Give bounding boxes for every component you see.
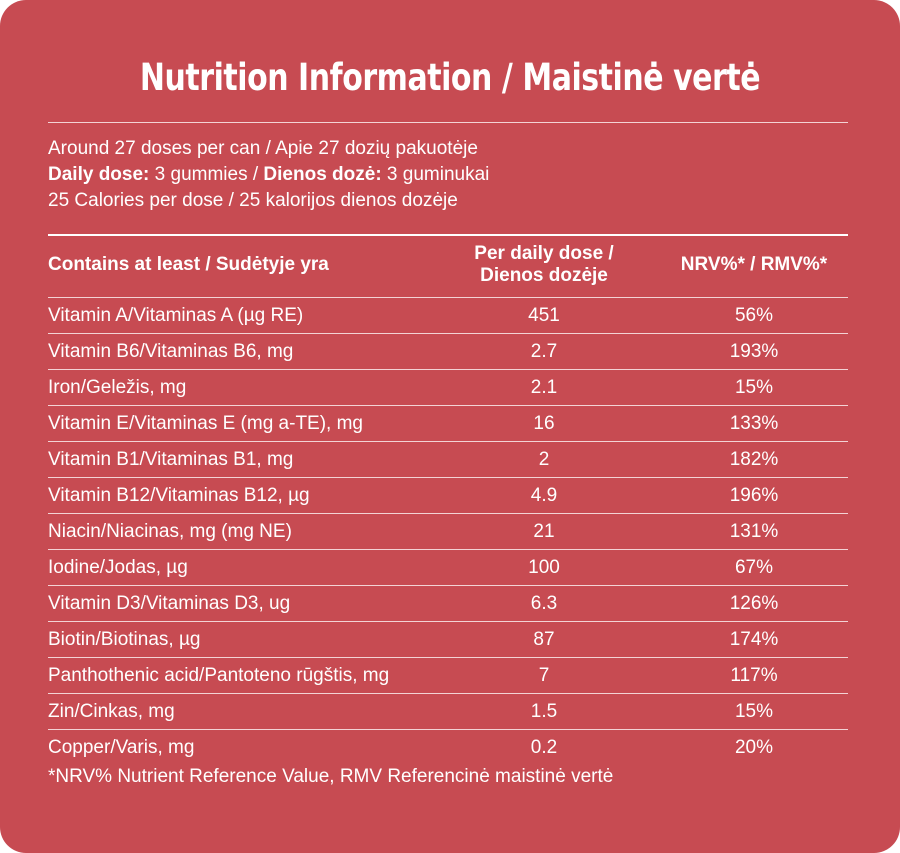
nrv-percent: 193% bbox=[729, 341, 779, 362]
daily-dose-label-lt: Dienos dozė: bbox=[263, 164, 382, 185]
intro-block: Around 27 doses per can / Apie 27 dozių … bbox=[48, 136, 848, 214]
nrv-percent: 15% bbox=[734, 377, 774, 398]
nrv-percent: 67% bbox=[734, 557, 774, 578]
nrv-percent: 174% bbox=[729, 629, 779, 650]
nutrient-name: Copper/Varis, mg bbox=[48, 737, 195, 758]
table-row: Panthothenic acid/Pantoteno rūgštis, mg 7… bbox=[48, 658, 848, 694]
nutrient-name: Vitamin D3/Vitaminas D3, ug bbox=[48, 593, 291, 614]
daily-dose-line: Daily dose: 3 gummies / Dienos dozė: 3 g… bbox=[48, 162, 848, 188]
nutrient-name: Panthothenic acid/Pantoteno rūgštis, mg bbox=[48, 665, 390, 686]
header-daily-dose: Per daily dose / Dienos dozėje bbox=[444, 243, 644, 287]
table-top-divider bbox=[48, 234, 848, 236]
daily-dose-value: 87 bbox=[533, 629, 555, 650]
table-row: Vitamin B12/Vitaminas B12, µg 4.9 196% bbox=[48, 478, 848, 514]
daily-dose-value: 2.7 bbox=[530, 341, 558, 362]
header-daily-dose-line2: Dienos dozėje bbox=[480, 265, 608, 286]
nrv-percent: 131% bbox=[729, 521, 779, 542]
nutrient-name: Zin/Cinkas, mg bbox=[48, 701, 175, 722]
table-row: Iron/Geležis, mg 2.1 15% bbox=[48, 370, 848, 406]
daily-dose-value: 21 bbox=[533, 521, 555, 542]
table-row: Vitamin E/Vitaminas E (mg a-TE), mg 16 133… bbox=[48, 406, 848, 442]
nrv-percent: 196% bbox=[729, 485, 779, 506]
nrv-percent: 133% bbox=[729, 413, 779, 434]
table-row: Biotin/Biotinas, µg 87 174% bbox=[48, 622, 848, 658]
nrv-percent: 126% bbox=[729, 593, 779, 614]
table-row: Niacin/Niacinas, mg (mg NE) 21 131% bbox=[48, 514, 848, 550]
nrv-percent: 20% bbox=[734, 737, 774, 758]
nutrient-name: Vitamin B6/Vitaminas B6, mg bbox=[48, 341, 294, 362]
nutrient-name: Niacin/Niacinas, mg (mg NE) bbox=[48, 521, 292, 542]
nrv-percent: 117% bbox=[730, 665, 778, 686]
daily-dose-value: 1.5 bbox=[530, 701, 558, 722]
table-row: Vitamin A/Vitaminas A (µg RE) 451 56% bbox=[48, 298, 848, 334]
nutrient-name: Iodine/Jodas, µg bbox=[48, 557, 188, 578]
doses-per-can: Around 27 doses per can / Apie 27 dozių … bbox=[48, 138, 478, 159]
daily-dose-value: 2.1 bbox=[530, 377, 558, 398]
calories-line: 25 Calories per dose / 25 kalorijos dien… bbox=[48, 190, 458, 211]
table-row: Vitamin D3/Vitaminas D3, ug 6.3 126% bbox=[48, 586, 848, 622]
table-row: Zin/Cinkas, mg 1.5 15% bbox=[48, 694, 848, 730]
header-daily-dose-line1: Per daily dose / bbox=[474, 243, 614, 264]
daily-dose-label-en: Daily dose: bbox=[48, 164, 150, 185]
daily-dose-value-en: 3 gummies / bbox=[149, 164, 264, 185]
page-title: Nutrition Information / Maistinė vertė bbox=[139, 56, 761, 99]
table-row: Iodine/Jodas, µg 100 67% bbox=[48, 550, 848, 586]
daily-dose-value: 7 bbox=[538, 665, 550, 686]
nutrient-name: Vitamin B1/Vitaminas B1, mg bbox=[48, 449, 294, 470]
daily-dose-value: 16 bbox=[533, 413, 555, 434]
daily-dose-value: 6.3 bbox=[530, 593, 558, 614]
daily-dose-value: 100 bbox=[528, 557, 560, 578]
title-divider bbox=[48, 122, 848, 123]
daily-dose-value: 451 bbox=[528, 305, 560, 326]
nutrient-name: Vitamin B12/Vitaminas B12, µg bbox=[48, 485, 310, 506]
table-row: Vitamin B1/Vitaminas B1, mg 2 182% bbox=[48, 442, 848, 478]
header-divider bbox=[48, 297, 848, 298]
header-nrv: NRV%* / RMV%* bbox=[680, 254, 828, 275]
nrv-percent: 56% bbox=[734, 305, 774, 326]
table-row: Copper/Varis, mg 0.2 20% bbox=[48, 730, 848, 765]
nrv-percent: 182% bbox=[729, 449, 779, 470]
nutrient-name: Vitamin E/Vitaminas E (mg a-TE), mg bbox=[48, 413, 364, 434]
nutrient-name: Iron/Geležis, mg bbox=[48, 377, 187, 398]
nrv-percent: 15% bbox=[734, 701, 774, 722]
table-row: Vitamin B6/Vitaminas B6, mg 2.7 193% bbox=[48, 334, 848, 370]
nutrient-name: Vitamin A/Vitaminas A (µg RE) bbox=[48, 305, 304, 326]
daily-dose-value: 0.2 bbox=[530, 737, 558, 758]
nutrient-name: Biotin/Biotinas, µg bbox=[48, 629, 201, 650]
daily-dose-value: 4.9 bbox=[530, 485, 558, 506]
footnote: *NRV% Nutrient Reference Value, RMV Refe… bbox=[48, 766, 614, 787]
header-nutrient: Contains at least / Sudėtyje yra bbox=[48, 254, 329, 275]
daily-dose-value: 2 bbox=[538, 449, 550, 470]
daily-dose-value-lt: 3 guminukai bbox=[381, 164, 490, 185]
